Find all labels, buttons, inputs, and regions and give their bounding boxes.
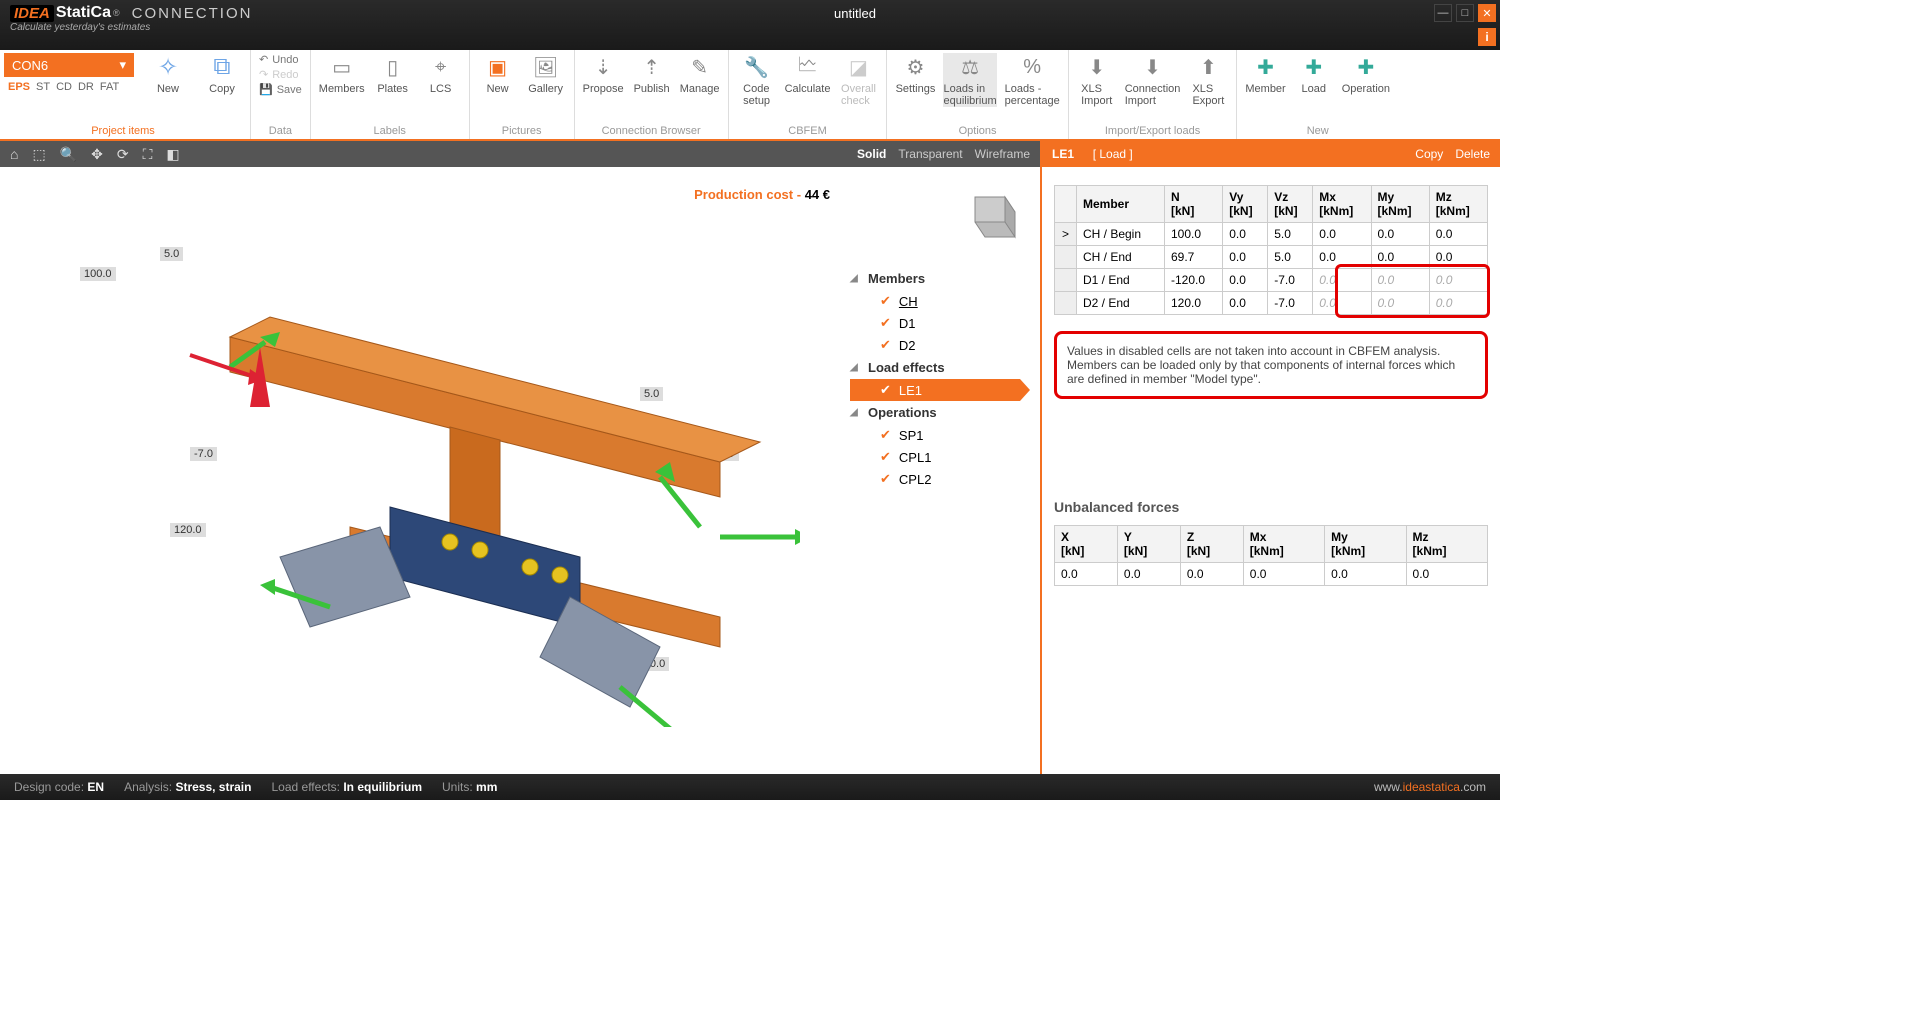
save-button[interactable]: 💾Save bbox=[259, 83, 302, 96]
tree-item-ch[interactable]: ✔CH bbox=[850, 290, 1020, 312]
propose-button[interactable]: ⇣Propose bbox=[583, 53, 624, 95]
right-panel: LE1 [ Load ] Copy Delete Member N [kN] V… bbox=[1040, 141, 1500, 774]
group-project-items: Project items bbox=[4, 125, 242, 137]
tree-item-cpl1[interactable]: ✔CPL1 bbox=[850, 446, 1020, 468]
subtab-fat[interactable]: FAT bbox=[100, 81, 119, 93]
group-import-export: Import/Export loads bbox=[1077, 125, 1229, 137]
plates-button[interactable]: ▯Plates bbox=[373, 53, 413, 95]
copy-item-button[interactable]: ⧉Copy bbox=[202, 53, 242, 95]
group-connection-browser: Connection Browser bbox=[583, 125, 720, 137]
tree-item-d1[interactable]: ✔D1 bbox=[850, 312, 1020, 334]
home-icon[interactable]: ⌂ bbox=[10, 146, 18, 163]
new-member-button[interactable]: ✚Member bbox=[1245, 53, 1285, 95]
tree-item-le1[interactable]: ✔LE1 bbox=[850, 379, 1020, 401]
close-button[interactable]: ✕ bbox=[1478, 4, 1496, 22]
view-solid[interactable]: Solid bbox=[857, 147, 886, 161]
col-mz: Mz [kNm] bbox=[1429, 186, 1487, 223]
members-button[interactable]: ▭Members bbox=[319, 53, 365, 95]
viewport-3d[interactable]: Production cost - 44 € 100.0 5.0 5.0 69.… bbox=[0, 167, 1040, 774]
lcs-button[interactable]: ⌖LCS bbox=[421, 53, 461, 95]
subtab-cd[interactable]: CD bbox=[56, 81, 72, 93]
group-cbfem: CBFEM bbox=[737, 125, 879, 137]
col-my: My [kNm] bbox=[1371, 186, 1429, 223]
redo-button[interactable]: ↷Redo bbox=[259, 68, 302, 81]
logo-area: IDEA StatiCa ® CONNECTION Calculate yest… bbox=[0, 0, 210, 33]
pan-icon[interactable]: ✥ bbox=[91, 146, 103, 163]
group-pictures: Pictures bbox=[478, 125, 566, 137]
unbalanced-table: X [kN] Y [kN] Z [kN] Mx [kNm] My [kNm] M… bbox=[1054, 525, 1488, 586]
tree-operations-header[interactable]: Operations bbox=[850, 401, 1020, 424]
unbalanced-title: Unbalanced forces bbox=[1054, 499, 1488, 515]
window-title: untitled bbox=[210, 0, 1500, 21]
overall-check-button[interactable]: ◪Overall check bbox=[838, 53, 878, 107]
new-operation-button[interactable]: ✚Operation bbox=[1342, 53, 1390, 95]
fullscreen-icon[interactable]: ⛶ bbox=[143, 146, 153, 163]
xls-import-button[interactable]: ⬇XLS Import bbox=[1077, 53, 1117, 107]
settings-button[interactable]: ⚙Settings bbox=[895, 53, 935, 95]
zoom-icon[interactable]: 🔍 bbox=[60, 146, 77, 163]
logo-statica: StatiCa bbox=[56, 4, 111, 22]
col-n: N [kN] bbox=[1164, 186, 1222, 223]
tagline: Calculate yesterday's estimates bbox=[10, 22, 200, 33]
tree-members-header[interactable]: Members bbox=[850, 267, 1020, 290]
help-button[interactable]: i bbox=[1478, 28, 1496, 46]
rp-delete-button[interactable]: Delete bbox=[1455, 147, 1490, 161]
ribbon: CON6▾ EPS ST CD DR FAT ✧New ⧉Copy Projec… bbox=[0, 49, 1500, 141]
col-vz: Vz [kN] bbox=[1268, 186, 1313, 223]
undo-button[interactable]: ↶Undo bbox=[259, 53, 302, 66]
col-mx: Mx [kNm] bbox=[1313, 186, 1371, 223]
code-setup-button[interactable]: 🔧Code setup bbox=[737, 53, 777, 107]
rp-le1: LE1 bbox=[1052, 147, 1074, 161]
status-bar: Design code: EN Analysis: Stress, strain… bbox=[0, 774, 1500, 800]
group-labels: Labels bbox=[319, 125, 461, 137]
nav-cube[interactable] bbox=[960, 187, 1020, 247]
minimize-button[interactable]: — bbox=[1434, 4, 1452, 22]
maximize-button[interactable]: □ bbox=[1456, 4, 1474, 22]
tree-item-sp1[interactable]: ✔SP1 bbox=[850, 424, 1020, 446]
select-icon[interactable]: ⬚ bbox=[32, 146, 45, 163]
subtab-st[interactable]: ST bbox=[36, 81, 50, 93]
viewport-toolbar: ⌂ ⬚ 🔍 ✥ ⟳ ⛶ ◧ Solid Transparent Wirefram… bbox=[0, 141, 1040, 167]
pic-gallery-button[interactable]: 🖼Gallery bbox=[526, 53, 566, 95]
right-panel-header: LE1 [ Load ] Copy Delete bbox=[1042, 141, 1500, 167]
publish-button[interactable]: ⇡Publish bbox=[632, 53, 672, 95]
model-3d bbox=[100, 247, 800, 727]
info-callout: Values in disabled cells are not taken i… bbox=[1054, 331, 1488, 399]
pic-new-button[interactable]: ▣New bbox=[478, 53, 518, 95]
col-vy: Vy [kN] bbox=[1223, 186, 1268, 223]
project-subtabs: EPS ST CD DR FAT bbox=[4, 77, 134, 93]
website-link[interactable]: www.ideastatica.com bbox=[1374, 780, 1486, 794]
logo-idea: IDEA bbox=[10, 5, 54, 22]
group-data: Data bbox=[259, 125, 302, 137]
subtab-dr[interactable]: DR bbox=[78, 81, 94, 93]
production-cost: Production cost - 44 € bbox=[694, 187, 830, 202]
group-new: New bbox=[1245, 125, 1390, 137]
connection-dropdown[interactable]: CON6▾ bbox=[4, 53, 134, 77]
loads-percentage-button[interactable]: %Loads - percentage bbox=[1005, 53, 1060, 107]
col-member: Member bbox=[1077, 186, 1165, 223]
tree-loadeffects-header[interactable]: Load effects bbox=[850, 356, 1020, 379]
logo-reg: ® bbox=[113, 8, 120, 18]
tree-item-d2[interactable]: ✔D2 bbox=[850, 334, 1020, 356]
titlebar: IDEA StatiCa ® CONNECTION Calculate yest… bbox=[0, 0, 1500, 50]
model-tree: Members ✔CH ✔D1 ✔D2 Load effects ✔LE1 Op… bbox=[850, 267, 1020, 490]
subtab-eps[interactable]: EPS bbox=[8, 81, 30, 93]
xls-export-button[interactable]: ⬆XLS Export bbox=[1188, 53, 1228, 107]
cube-icon[interactable]: ◧ bbox=[166, 146, 179, 163]
group-options: Options bbox=[895, 125, 1059, 137]
rp-load-label: [ Load ] bbox=[1093, 147, 1133, 161]
manage-button[interactable]: ✎Manage bbox=[680, 53, 720, 95]
highlight-box-disabled bbox=[1335, 264, 1490, 318]
loads-equilibrium-button[interactable]: ⚖Loads in equilibrium bbox=[943, 53, 996, 107]
view-transparent[interactable]: Transparent bbox=[898, 147, 962, 161]
table-row[interactable]: >CH / Begin100.00.05.00.00.00.0 bbox=[1055, 223, 1488, 246]
new-load-button[interactable]: ✚Load bbox=[1294, 53, 1334, 95]
tree-item-cpl2[interactable]: ✔CPL2 bbox=[850, 468, 1020, 490]
rp-copy-button[interactable]: Copy bbox=[1415, 147, 1443, 161]
refresh-icon[interactable]: ⟳ bbox=[117, 146, 129, 163]
connection-import-button[interactable]: ⬇Connection Import bbox=[1125, 53, 1181, 107]
new-item-button[interactable]: ✧New bbox=[148, 53, 188, 95]
calculate-button[interactable]: 🗠Calculate bbox=[785, 53, 831, 95]
view-wireframe[interactable]: Wireframe bbox=[975, 147, 1030, 161]
